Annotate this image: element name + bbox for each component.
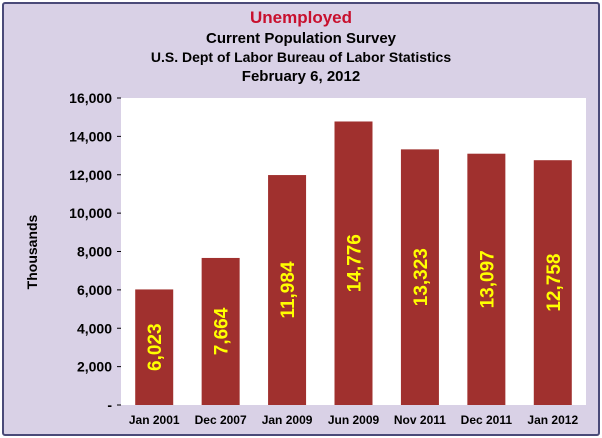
x-tick-label: Nov 2011	[394, 413, 446, 427]
y-axis: - 2,000 4,000 6,000 8,000 10,000 12,000 14,000 1…	[69, 90, 121, 413]
x-tick-label: Jan 2001	[129, 413, 180, 427]
y-tick-label: 4,000	[77, 320, 112, 336]
bar	[201, 257, 240, 405]
x-tick-label: Jan 2012	[527, 413, 578, 427]
chart-title: Unemployed	[250, 8, 352, 27]
chart-subtitle-2: U.S. Dept of Labor Bureau of Labor Stati…	[151, 49, 451, 65]
y-tick-label: 16,000	[69, 90, 112, 106]
x-tick-label: Jan 2009	[262, 413, 313, 427]
bar-data-label: 14,776	[345, 234, 366, 292]
bar-data-label: 13,097	[477, 250, 498, 308]
y-axis-label: Thousands	[24, 214, 40, 289]
y-tick-label: 6,000	[77, 282, 112, 298]
x-tick-label: Dec 2011	[461, 413, 513, 427]
chart-subtitle-3: February 6, 2012	[242, 68, 360, 85]
y-tick-label: -	[107, 397, 112, 413]
bar	[334, 121, 373, 405]
y-tick-label: 10,000	[69, 205, 112, 221]
chart-subtitle-1: Current Population Survey	[206, 30, 397, 47]
bar-data-label: 6,023	[145, 323, 166, 371]
bar	[533, 160, 572, 405]
y-tick-label: 8,000	[77, 244, 112, 260]
x-tick-label: Dec 2007	[195, 413, 247, 427]
bars: 6,023 7,664 11,984 14,776 13,323 13,097 12,758	[135, 121, 572, 405]
bar-data-label: 11,984	[278, 261, 299, 318]
y-tick-label: 12,000	[69, 167, 112, 183]
bar	[467, 153, 506, 405]
bar	[268, 175, 307, 405]
y-tick-label: 2,000	[77, 359, 112, 375]
y-tick-label: 14,000	[69, 128, 112, 144]
bar-data-label: 7,664	[212, 307, 233, 355]
bar	[135, 289, 174, 405]
bar	[400, 149, 439, 405]
x-axis: Jan 2001 Dec 2007 Jan 2009 Jun 2009 Nov 2011…	[129, 413, 579, 427]
bar-data-label: 13,323	[411, 248, 432, 306]
bar-data-label: 12,758	[544, 254, 565, 312]
x-tick-label: Jun 2009	[328, 413, 380, 427]
